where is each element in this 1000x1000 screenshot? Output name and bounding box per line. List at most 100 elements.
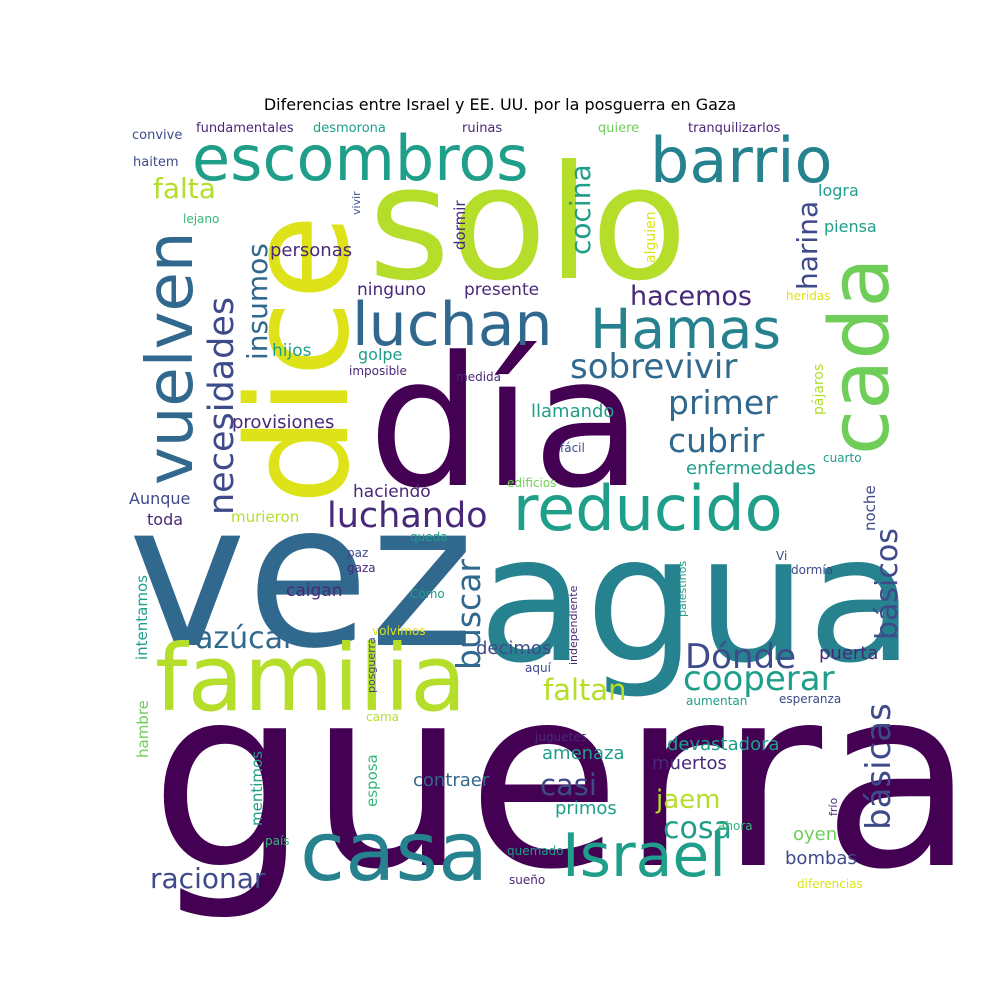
word-puerta: puerta <box>819 643 878 664</box>
word-haitem: haitem <box>133 155 179 170</box>
word-azúcar: azúcar <box>195 621 296 656</box>
word-dormir: dormir <box>451 200 469 250</box>
word-país: país <box>265 834 290 848</box>
word-cubrir: cubrir <box>668 421 765 460</box>
word-casa: casa <box>300 805 488 900</box>
word-heridas: heridas <box>786 289 830 303</box>
word-cómo: Cómo <box>410 587 445 601</box>
word-dónde: Dónde <box>685 637 796 677</box>
word-esposa: esposa <box>363 754 381 807</box>
word-lejano: lejano <box>183 212 219 226</box>
word-murieron: murieron <box>231 508 299 526</box>
word-convive: convive <box>132 128 182 143</box>
word-ahora: ahora <box>718 819 753 833</box>
word-intentamos: intentamos <box>133 575 151 660</box>
word-queda: queda <box>410 530 448 544</box>
word-fundamentales: fundamentales <box>196 121 294 136</box>
word-alguien: alguien <box>643 211 659 263</box>
word-golpe: golpe <box>358 345 402 364</box>
word-devastadora: devastadora <box>667 734 780 755</box>
word-necesidades: necesidades <box>202 297 242 515</box>
word-mentimos: mentimos <box>248 751 266 826</box>
word-palestinos: palestinos <box>676 561 689 617</box>
word-vi: Vi <box>776 549 787 563</box>
word-básicas: básicas <box>859 703 899 830</box>
word-contraer: contraer <box>413 770 490 791</box>
word-pájaros: pájaros <box>811 364 827 415</box>
word-toda: toda <box>147 510 183 529</box>
word-insumos: insumos <box>241 243 274 360</box>
word-hamas: Hamas <box>590 297 781 361</box>
word-cama: cama <box>366 710 399 724</box>
word-caigan: caigan <box>286 581 342 601</box>
word-oyen: oyen <box>793 824 837 845</box>
word-paz: paz <box>347 546 368 560</box>
word-harina: harina <box>791 201 824 290</box>
word-llamando: llamando <box>531 401 614 422</box>
word-cada: cada <box>813 257 908 455</box>
word-piensa: piensa <box>824 217 877 236</box>
word-medida: medida <box>456 370 501 384</box>
word-vivir: vivir <box>350 191 363 215</box>
word-primos: primos <box>555 798 617 819</box>
word-presente: presente <box>464 280 539 300</box>
word-barrio: barrio <box>650 124 832 197</box>
word-dormía: dormía <box>791 563 833 577</box>
word-esperanza: esperanza <box>779 692 841 706</box>
word-frío: frío <box>827 798 840 816</box>
word-luchan: luchan <box>352 290 553 360</box>
word-enfermedades: enfermedades <box>686 458 816 479</box>
word-hacemos: hacemos <box>630 281 752 312</box>
word-agua: agua <box>478 499 914 702</box>
word-volvimos: volvimos <box>372 624 426 638</box>
chart-title: Diferencias entre Israel y EE. UU. por l… <box>263 95 737 114</box>
word-decimos: decimos <box>476 638 551 659</box>
word-haciendo: haciendo <box>353 482 431 502</box>
word-aumentan: aumentan <box>686 694 747 708</box>
word-vuelven: vuelven <box>134 232 208 485</box>
word-aunque: Aunque <box>129 489 190 508</box>
word-logra: logra <box>818 181 859 200</box>
word-amenaza: amenaza <box>542 743 625 764</box>
word-imposible: imposible <box>349 364 407 378</box>
word-falta: falta <box>153 172 216 205</box>
word-ninguno: ninguno <box>357 280 426 300</box>
word-día: día <box>368 319 643 528</box>
word-diferencias: diferencias <box>797 877 863 891</box>
word-cosa: cosa <box>663 811 732 846</box>
word-jaem: jaem <box>655 785 720 815</box>
word-cooperar: cooperar <box>683 659 835 699</box>
word-gaza: gaza <box>347 561 376 575</box>
word-sobrevivir: sobrevivir <box>570 347 737 387</box>
word-muertos: muertos <box>652 753 727 774</box>
word-fácil: fácil <box>560 441 585 455</box>
word-tranquilizarlos: tranquilizarlos <box>688 121 781 136</box>
word-primer: primer <box>668 383 778 422</box>
word-guerra: guerra <box>150 633 975 924</box>
word-edificios: edificios <box>507 476 556 490</box>
word-posguerra: posguerra <box>365 637 378 693</box>
word-provisiones: provisiones <box>232 412 334 433</box>
word-racionar: racionar <box>150 862 266 895</box>
word-solo: solo <box>368 132 688 316</box>
word-faltan: faltan <box>543 673 627 707</box>
word-familia: familia <box>155 625 466 732</box>
word-juguetes: juguetes <box>534 730 587 744</box>
word-personas: personas <box>270 240 352 261</box>
word-noche: noche <box>861 485 879 531</box>
word-hambre: hambre <box>134 700 152 758</box>
word-buscar: buscar <box>449 559 488 670</box>
word-aquí: aquí <box>525 661 552 675</box>
word-reducido: reducido <box>513 472 783 545</box>
word-básicos: básicos <box>870 528 905 640</box>
word-ruinas: ruinas <box>462 121 502 136</box>
word-desmorona: desmorona <box>313 121 386 136</box>
word-cocina: cocina <box>564 164 597 255</box>
word-hijos: hijos <box>272 341 312 361</box>
word-escombros: escombros <box>192 122 529 195</box>
word-sueño: sueño <box>509 873 545 887</box>
word-luchando: luchando <box>327 496 488 536</box>
word-cuarto: cuarto <box>823 451 862 465</box>
word-bombas: bombas <box>785 848 857 869</box>
